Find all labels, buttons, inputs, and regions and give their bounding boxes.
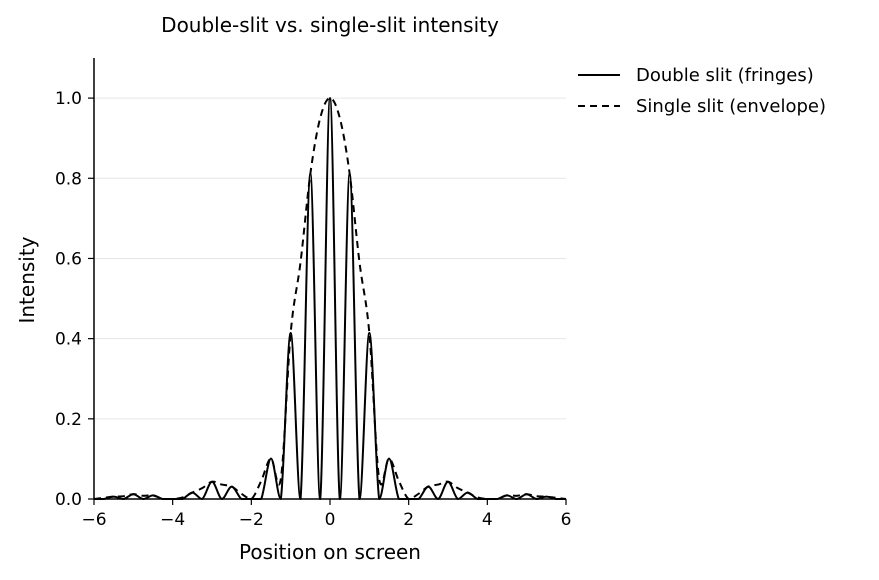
y-tick-label: 0.2 xyxy=(55,410,82,430)
x-ticks: −6 −4 −2 0 2 4 6 xyxy=(81,499,571,530)
y-tick-label: 0.0 xyxy=(55,490,82,510)
chart-title: Double-slit vs. single-slit intensity xyxy=(161,13,499,37)
x-tick-label: 4 xyxy=(482,510,493,530)
x-tick-label: −2 xyxy=(239,510,264,530)
legend-label: Single slit (envelope) xyxy=(636,96,826,117)
x-tick-label: 2 xyxy=(403,510,414,530)
x-tick-label: −6 xyxy=(81,510,106,530)
y-tick-label: 0.6 xyxy=(55,249,82,269)
x-tick-label: 6 xyxy=(561,510,572,530)
legend: Double slit (fringes) Single slit (envelo… xyxy=(578,65,826,117)
x-tick-label: 0 xyxy=(325,510,336,530)
y-tick-label: 1.0 xyxy=(55,89,82,109)
y-axis-label: Intensity xyxy=(15,236,39,323)
x-axis-label: Position on screen xyxy=(239,540,421,564)
y-tick-label: 0.4 xyxy=(55,330,82,350)
y-ticks: 0.0 0.2 0.4 0.6 0.8 1.0 xyxy=(55,89,94,510)
x-tick-label: −4 xyxy=(160,510,185,530)
legend-label: Double slit (fringes) xyxy=(636,65,814,86)
y-tick-label: 0.8 xyxy=(55,169,82,189)
